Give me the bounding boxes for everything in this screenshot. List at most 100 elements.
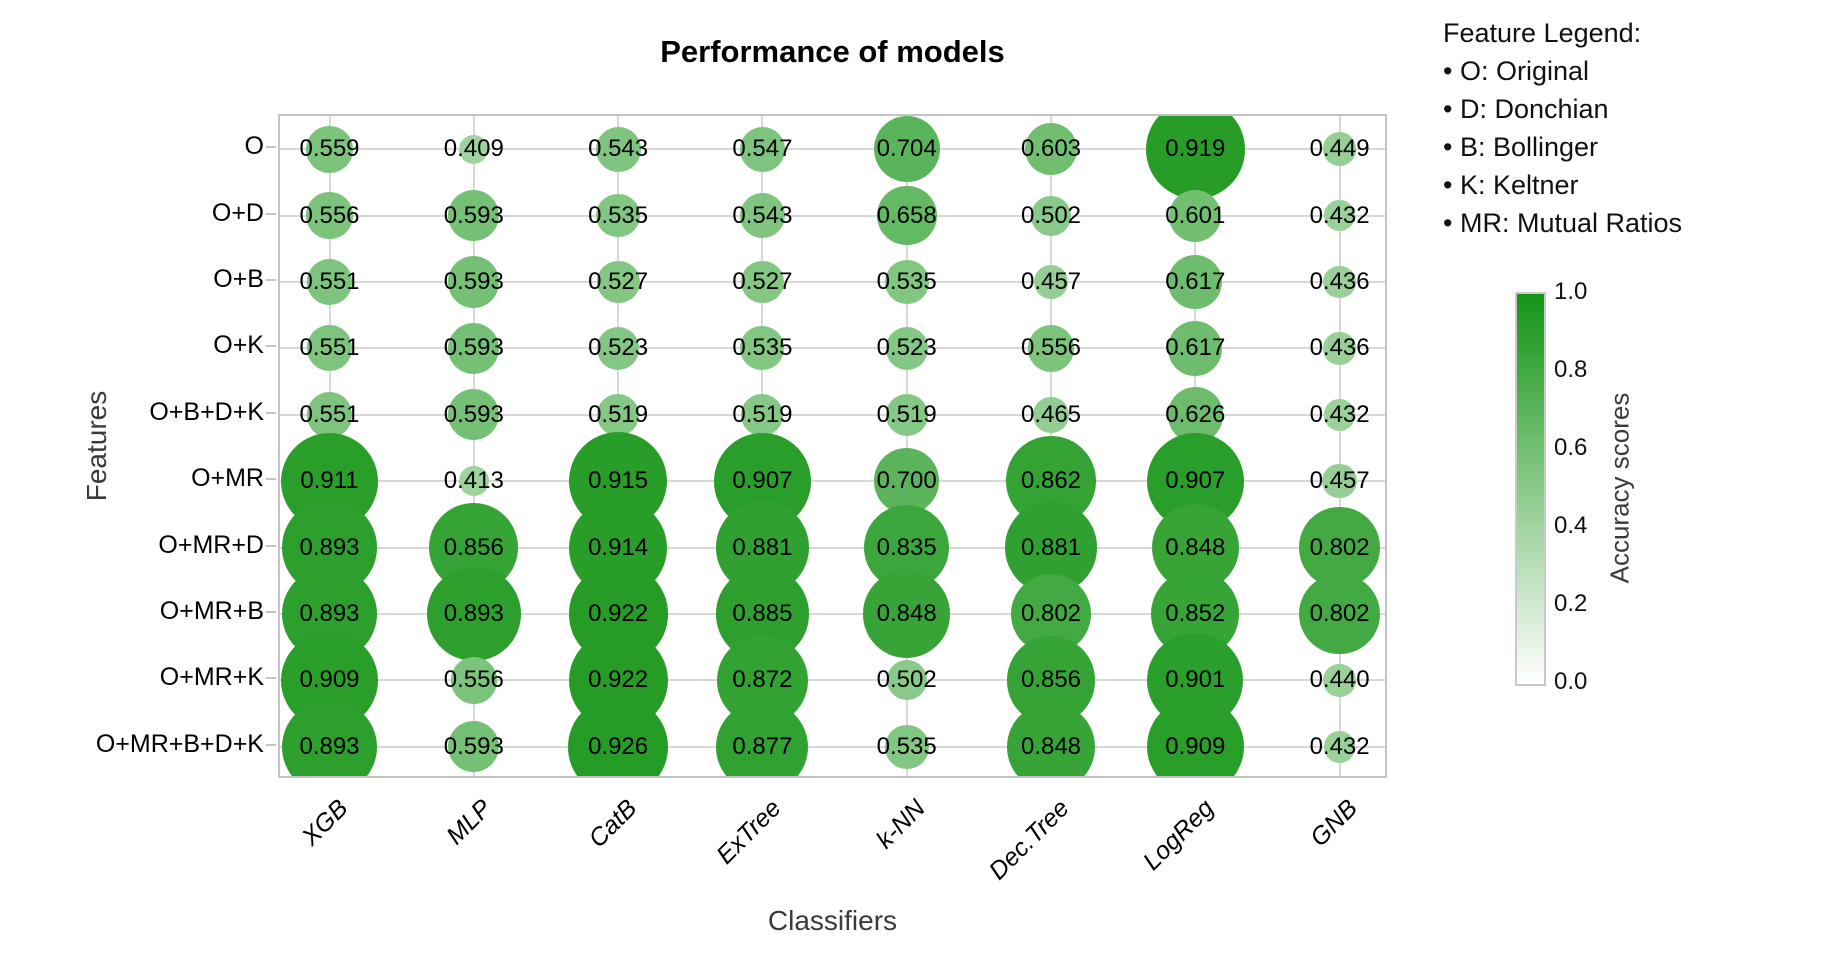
bubble-value-label: 0.617 (1165, 268, 1226, 295)
legend-item: • O: Original (1443, 56, 1589, 86)
bubble-value-label: 0.848 (876, 600, 937, 627)
y-tick-mark (266, 677, 276, 680)
y-tick-label: O+MR+B (159, 597, 264, 625)
legend-item: • B: Bollinger (1443, 132, 1599, 162)
bubble-value-label: 0.432 (1309, 201, 1370, 229)
bubble (1033, 397, 1069, 433)
bubble (1031, 195, 1071, 236)
bubble (876, 185, 937, 246)
bubble-value-label: 0.852 (1165, 600, 1226, 627)
bubble (886, 660, 927, 701)
colorbar-tick-label: 0.0 (1554, 668, 1588, 695)
bubble-value-label: 0.413 (443, 467, 504, 495)
x-tick-label-text: LogReg (1137, 794, 1220, 876)
bubble (448, 322, 500, 374)
y-tick-label: O+B+D+K (149, 397, 264, 426)
bubble-value-label: 0.914 (588, 533, 649, 561)
gridline-horizontal (280, 148, 1385, 151)
bubble (862, 570, 951, 658)
colorbar-tick-label: 0.6 (1554, 434, 1588, 461)
bubble-value-label: 0.893 (443, 600, 504, 627)
bubble-value-label: 0.527 (732, 268, 793, 295)
bubble-value-label: 0.603 (1020, 135, 1082, 163)
bubble (1145, 116, 1245, 199)
plot-area: 0.559 0.409 0.543 0.547 0.704 0.603 0.919 0.449… (278, 114, 1387, 778)
bubble-value-label: 0.519 (876, 400, 937, 428)
bubble (458, 466, 489, 497)
legend-items: • O: Original • D: Donchian • B: Bollinger… (1443, 56, 1682, 239)
bubble-value-label: 0.593 (443, 201, 504, 229)
bubble (716, 700, 809, 776)
bubble (739, 126, 786, 172)
bubble-value-label: 0.543 (732, 201, 793, 229)
bubble-value-label: 0.911 (300, 467, 359, 495)
bubble-value-label: 0.922 (588, 666, 649, 694)
y-tick-mark (266, 345, 276, 348)
bubble-value-label: 0.907 (732, 467, 793, 495)
bubble (448, 389, 500, 441)
y-tick-mark (266, 611, 276, 613)
y-tick-mark (266, 544, 276, 547)
bubble-value-label: 0.885 (732, 600, 793, 627)
bubble-value-label: 0.535 (876, 732, 937, 760)
bubble (885, 327, 928, 370)
bubble-value-label: 0.848 (1020, 732, 1082, 760)
bubble (1168, 254, 1223, 310)
y-tick-mark (266, 743, 276, 746)
x-tick-label-text: XGB (296, 794, 354, 852)
y-tick-mark (266, 212, 276, 215)
y-tick-label: O (244, 132, 264, 161)
colorbar-tick-label: 0.4 (1554, 512, 1588, 539)
bubble-value-label: 0.457 (1309, 467, 1370, 495)
gridline-vertical (905, 116, 908, 776)
bubble-value-label: 0.432 (1309, 732, 1370, 760)
bubble (884, 260, 929, 304)
bubble-value-label: 0.881 (1020, 533, 1082, 561)
bubble (1323, 664, 1356, 697)
colorbar-label: Accuracy scores (1604, 392, 1635, 584)
bubble (459, 134, 489, 164)
bubble (568, 696, 668, 776)
bubble-value-label: 0.593 (443, 334, 504, 362)
bubble (448, 190, 500, 242)
bubble-value-label: 0.909 (1165, 732, 1226, 760)
y-tick-label: O+MR (191, 464, 264, 493)
bubble (1007, 703, 1095, 776)
bubble-value-label: 0.593 (443, 400, 504, 428)
legend-heading: Feature Legend: (1443, 18, 1642, 48)
legend-item: • MR: Mutual Ratios (1443, 208, 1683, 238)
bubble-value-label: 0.901 (1165, 666, 1226, 694)
gridline-vertical (472, 116, 475, 776)
y-tick-label: O+B (213, 265, 264, 293)
bubble-value-label: 0.704 (876, 135, 937, 163)
bubble-value-label: 0.556 (1020, 334, 1082, 362)
bubble-value-label: 0.523 (588, 334, 649, 362)
gridline-horizontal (280, 281, 1385, 283)
colorbar-tick-label: 0.8 (1554, 356, 1588, 383)
x-axis-label: Classifiers (767, 905, 898, 936)
bubble (739, 193, 785, 238)
gridline-vertical (1338, 116, 1341, 776)
gridline-horizontal (280, 546, 1385, 549)
bubble-value-label: 0.856 (443, 533, 504, 561)
bubble-value-label: 0.535 (588, 201, 649, 229)
gridline-horizontal (280, 679, 1385, 682)
bubble-value-label: 0.551 (299, 334, 360, 362)
y-tick-mark (266, 411, 276, 414)
x-tick-label-text: Dec.Tree (983, 794, 1075, 886)
bubble (596, 193, 640, 238)
gridline-horizontal (280, 347, 1385, 350)
bubble-value-label: 0.547 (732, 135, 793, 163)
bubble-value-label: 0.893 (299, 732, 360, 760)
y-tick-label: O+MR+B+D+K (95, 729, 264, 758)
bubble (740, 260, 784, 304)
y-tick-label: O+MR+K (159, 663, 264, 692)
bubble (885, 393, 928, 436)
bubble (1323, 265, 1356, 299)
gridline-horizontal (280, 413, 1385, 416)
bubble (740, 326, 785, 371)
bubble-value-label: 0.862 (1020, 467, 1082, 495)
bubble (596, 327, 640, 370)
bubble (597, 393, 640, 436)
